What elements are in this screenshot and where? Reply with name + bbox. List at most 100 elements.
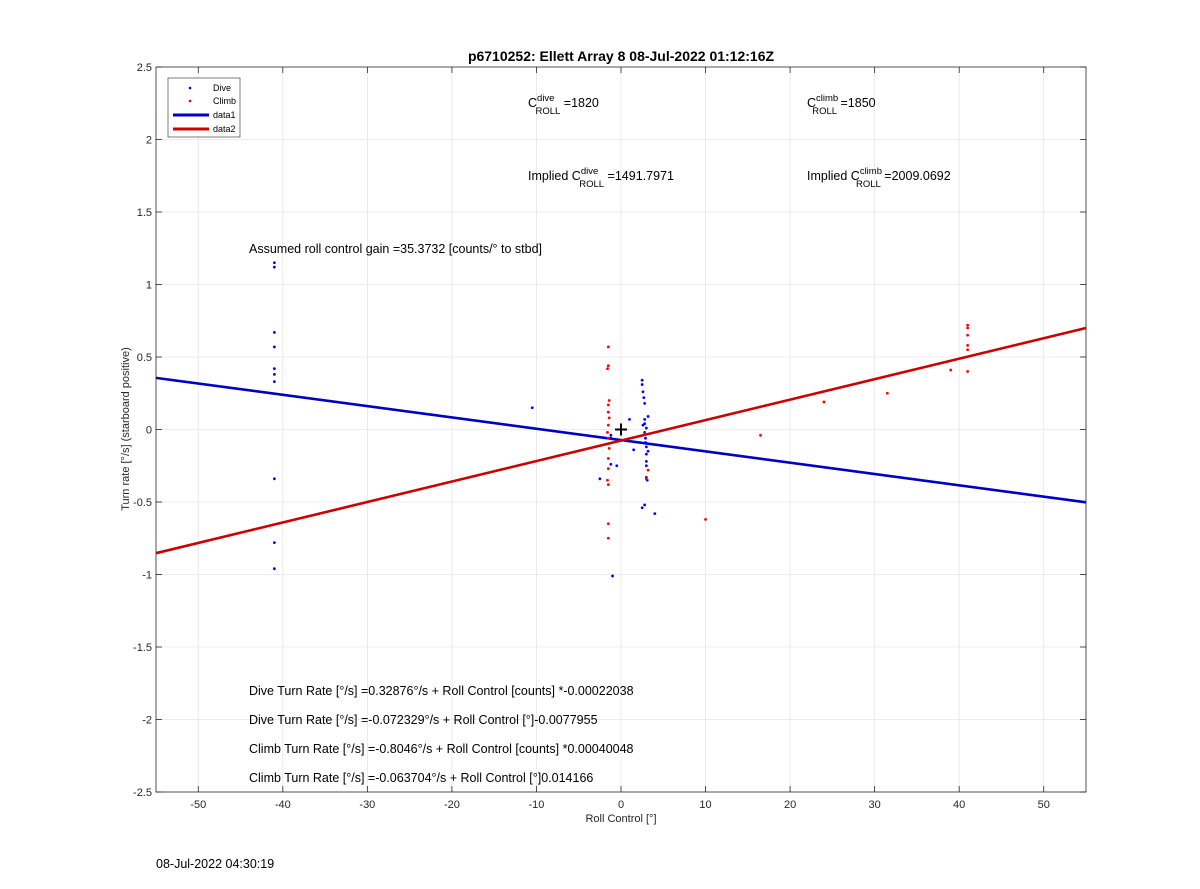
point-climb — [966, 323, 970, 327]
point-climb — [607, 446, 611, 450]
point-climb — [606, 367, 609, 370]
x-tick-label: 30 — [869, 799, 881, 811]
legend-label-data2: data2 — [213, 124, 236, 134]
x-tick-label: -50 — [190, 799, 206, 811]
legend-label-climb: Climb — [213, 96, 236, 106]
annotation-croll-climb: Cclimb ROLL =1850 — [807, 93, 876, 117]
x-tick-label: 40 — [953, 799, 965, 811]
annotation-eq-climb-deg: Climb Turn Rate [°/s] =-0.063704°/s + Ro… — [249, 771, 593, 785]
point-dive — [653, 512, 657, 515]
point-climb — [759, 433, 762, 437]
axis-ticks: -50 -40 -30 -20 -10 0 10 20 30 40 50-2.5-2-1.5-1-0… — [133, 62, 1086, 811]
point-climb — [606, 423, 610, 427]
point-dive — [644, 445, 648, 449]
y-tick-label: -2.5 — [133, 787, 152, 799]
point-climb — [966, 344, 970, 347]
point-climb — [966, 333, 970, 337]
point-climb — [606, 364, 610, 368]
point-dive — [644, 426, 648, 430]
point-dive — [609, 462, 613, 466]
point-dive — [644, 436, 647, 440]
point-dive — [643, 417, 647, 421]
point-dive — [530, 406, 534, 410]
point-dive — [272, 330, 276, 334]
point-dive — [272, 541, 276, 544]
point-dive — [641, 423, 645, 427]
point-climb — [704, 518, 707, 521]
point-climb — [643, 432, 647, 436]
point-climb — [606, 410, 610, 414]
legend-label-data1: data1 — [213, 110, 236, 120]
point-dive — [641, 390, 645, 394]
x-tick-label: -10 — [529, 799, 545, 811]
plot-frame — [155, 66, 1087, 793]
y-tick-label: -2 — [142, 715, 152, 727]
data-points — [272, 261, 970, 578]
fit-lines — [155, 326, 1087, 555]
point-dive — [609, 436, 613, 440]
x-tick-label: 10 — [699, 799, 711, 811]
x-tick-label: 20 — [784, 799, 796, 811]
annotation-eq-climb-counts: Climb Turn Rate [°/s] =-0.8046°/s + Roll… — [249, 742, 634, 756]
point-climb — [644, 477, 648, 481]
point-dive — [640, 378, 644, 382]
point-dive — [642, 396, 646, 399]
point-dive — [646, 415, 650, 418]
legend: Dive Climb data1 data2 — [167, 77, 241, 138]
point-climb — [606, 403, 610, 407]
point-dive — [644, 464, 648, 468]
point-dive — [272, 380, 276, 384]
fit-line-data2 — [155, 326, 1087, 555]
annotation-croll-dive: Cdive ROLL =1820 — [528, 93, 599, 117]
point-climb — [606, 467, 610, 471]
y-tick-label: 2 — [146, 135, 152, 147]
point-climb — [966, 370, 970, 373]
grid — [156, 67, 1086, 792]
y-tick-label: 1.5 — [137, 207, 152, 219]
point-dive — [611, 574, 614, 578]
point-climb — [822, 400, 826, 404]
point-climb — [966, 348, 970, 352]
point-climb — [606, 431, 609, 434]
x-axis-label: Roll Control [°] — [585, 813, 656, 825]
x-tick-label: -40 — [275, 799, 291, 811]
origin-marker — [615, 423, 627, 436]
point-climb — [606, 436, 610, 440]
annotation-eq-dive-counts: Dive Turn Rate [°/s] =0.32876°/s + Roll … — [249, 684, 634, 698]
y-tick-label: 1 — [146, 280, 152, 292]
y-axis-label: Turn rate [°/s] (starboard positive) — [120, 347, 132, 511]
annotation-gain: Assumed roll control gain =35.3732 [coun… — [249, 242, 542, 256]
x-tick-label: 0 — [618, 799, 624, 811]
y-tick-label: 2.5 — [137, 62, 152, 74]
point-dive — [646, 449, 650, 453]
chart-title: p6710252: Ellett Array 8 08-Jul-2022 01:… — [468, 48, 775, 64]
point-dive — [644, 452, 648, 456]
point-climb — [606, 457, 610, 460]
y-tick-label: 0.5 — [137, 352, 152, 364]
point-climb — [885, 391, 889, 395]
point-climb — [966, 326, 970, 330]
point-dive — [272, 477, 276, 481]
y-tick-label: -0.5 — [133, 497, 152, 509]
point-dive — [643, 402, 647, 405]
point-climb — [606, 345, 610, 349]
x-tick-label: 50 — [1038, 799, 1050, 811]
point-dive — [632, 448, 636, 452]
point-climb — [607, 416, 611, 420]
point-climb — [606, 522, 610, 526]
point-dive — [609, 433, 613, 437]
annotation-implied-dive: Implied Cdive ROLL =1491.7971 — [528, 166, 674, 190]
point-climb — [606, 483, 610, 486]
footer-timestamp: 08-Jul-2022 04:30:19 — [156, 857, 275, 871]
legend-marker-dive — [188, 86, 192, 90]
point-climb — [606, 478, 609, 482]
point-dive — [272, 367, 276, 370]
point-dive — [272, 373, 276, 376]
point-dive — [628, 417, 631, 421]
point-dive — [643, 503, 647, 507]
point-climb — [646, 468, 650, 472]
